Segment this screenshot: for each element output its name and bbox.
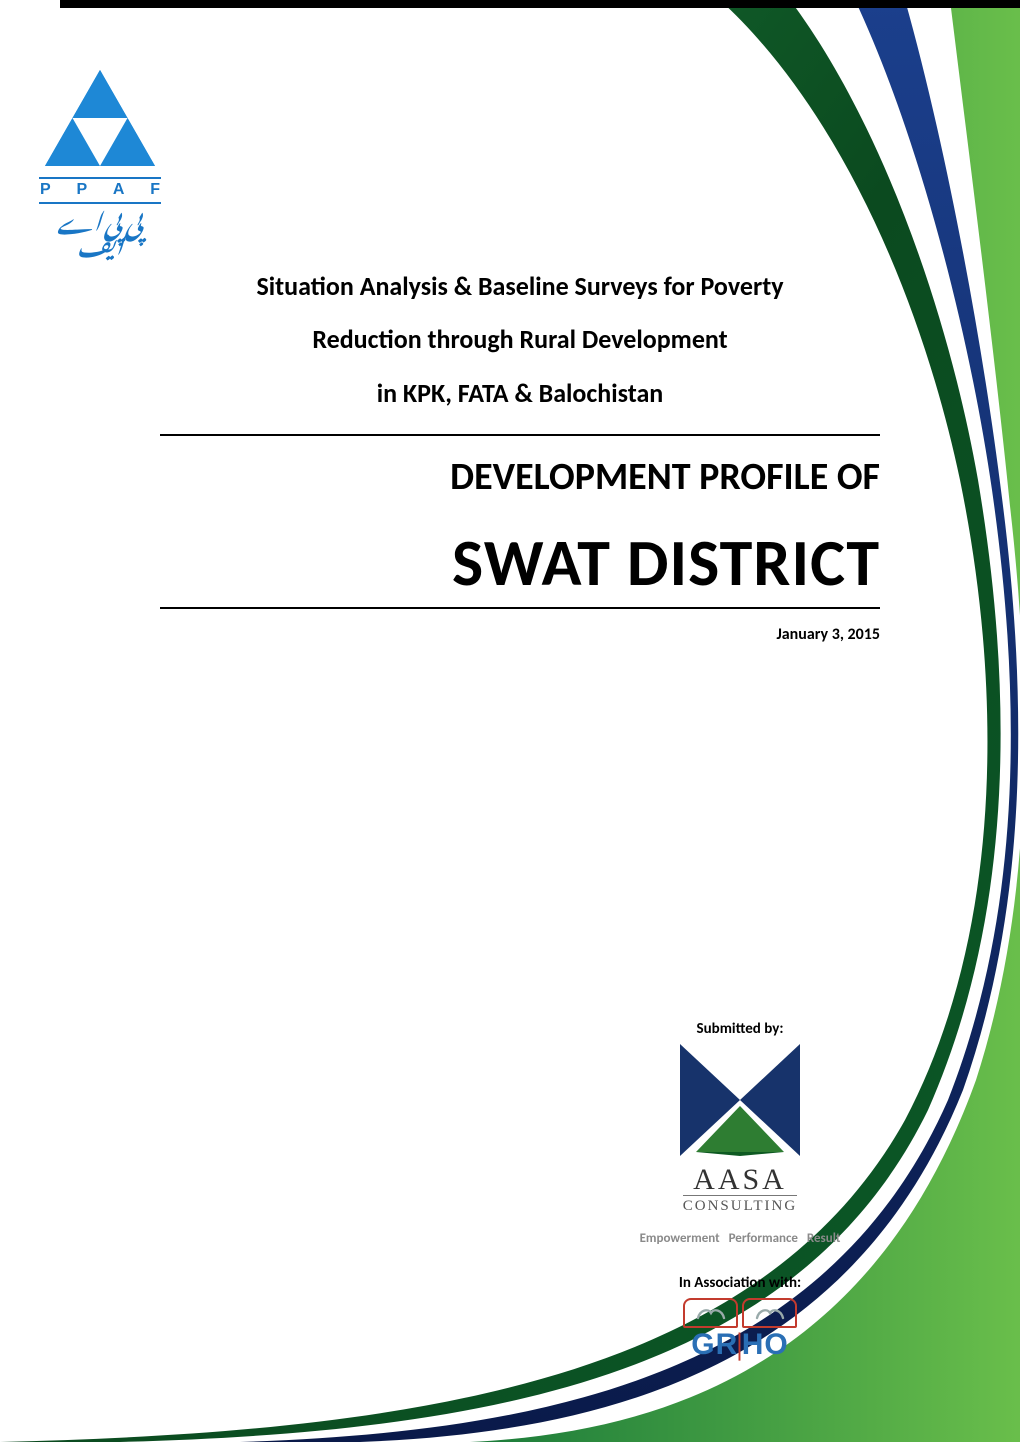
griho-wordmark: GR|HO (683, 1330, 797, 1360)
subtitle-line: Situation Analysis & Baseline Surveys fo… (160, 260, 880, 313)
ppaf-rule-top (39, 177, 161, 179)
ppaf-letter: F (150, 181, 160, 199)
document-page: P P A F پی پی اے ایف Situation Analysis … (0, 0, 1020, 1442)
submitted-by-label: Submitted by: (610, 1020, 870, 1038)
title-block: Situation Analysis & Baseline Surveys fo… (160, 260, 880, 644)
ppaf-urdu-text: پی پی اے ایف (35, 206, 165, 254)
attribution-block: Submitted by: AASA CONSULTING Empowermen… (610, 1020, 870, 1360)
section-heading: DEVELOPMENT PROFILE OF (160, 454, 880, 500)
aasa-tagline: Empowerment Performance Result (610, 1231, 870, 1246)
district-title: SWAT DISTRICT (160, 522, 880, 603)
subtitle-paragraph: Situation Analysis & Baseline Surveys fo… (160, 260, 880, 420)
griho-hand-icon (742, 1298, 797, 1328)
ppaf-letter: P (40, 181, 51, 199)
subtitle-line: Reduction through Rural Development (160, 313, 880, 366)
document-date: January 3, 2015 (160, 625, 880, 644)
griho-seg1: GR (691, 1328, 738, 1361)
ppaf-triangle-icon (45, 70, 155, 166)
ppaf-logo: P P A F پی پی اے ایف (35, 70, 165, 254)
griho-hand-icon (683, 1298, 738, 1328)
griho-logo: GR|HO (683, 1298, 797, 1360)
griho-bar: | (738, 1330, 743, 1360)
subtitle-line: in KPK, FATA & Balochistan (160, 367, 880, 420)
association-label: In Association with: (610, 1274, 870, 1292)
divider-rule (160, 434, 880, 436)
divider-rule (160, 607, 880, 609)
griho-hands-row (683, 1298, 797, 1328)
aasa-logo-icon (680, 1044, 800, 1156)
aasa-subtitle: CONSULTING (683, 1195, 797, 1215)
griho-seg2: HO (742, 1328, 789, 1361)
aasa-name: AASA (610, 1165, 870, 1195)
top-black-bar (60, 0, 1020, 8)
